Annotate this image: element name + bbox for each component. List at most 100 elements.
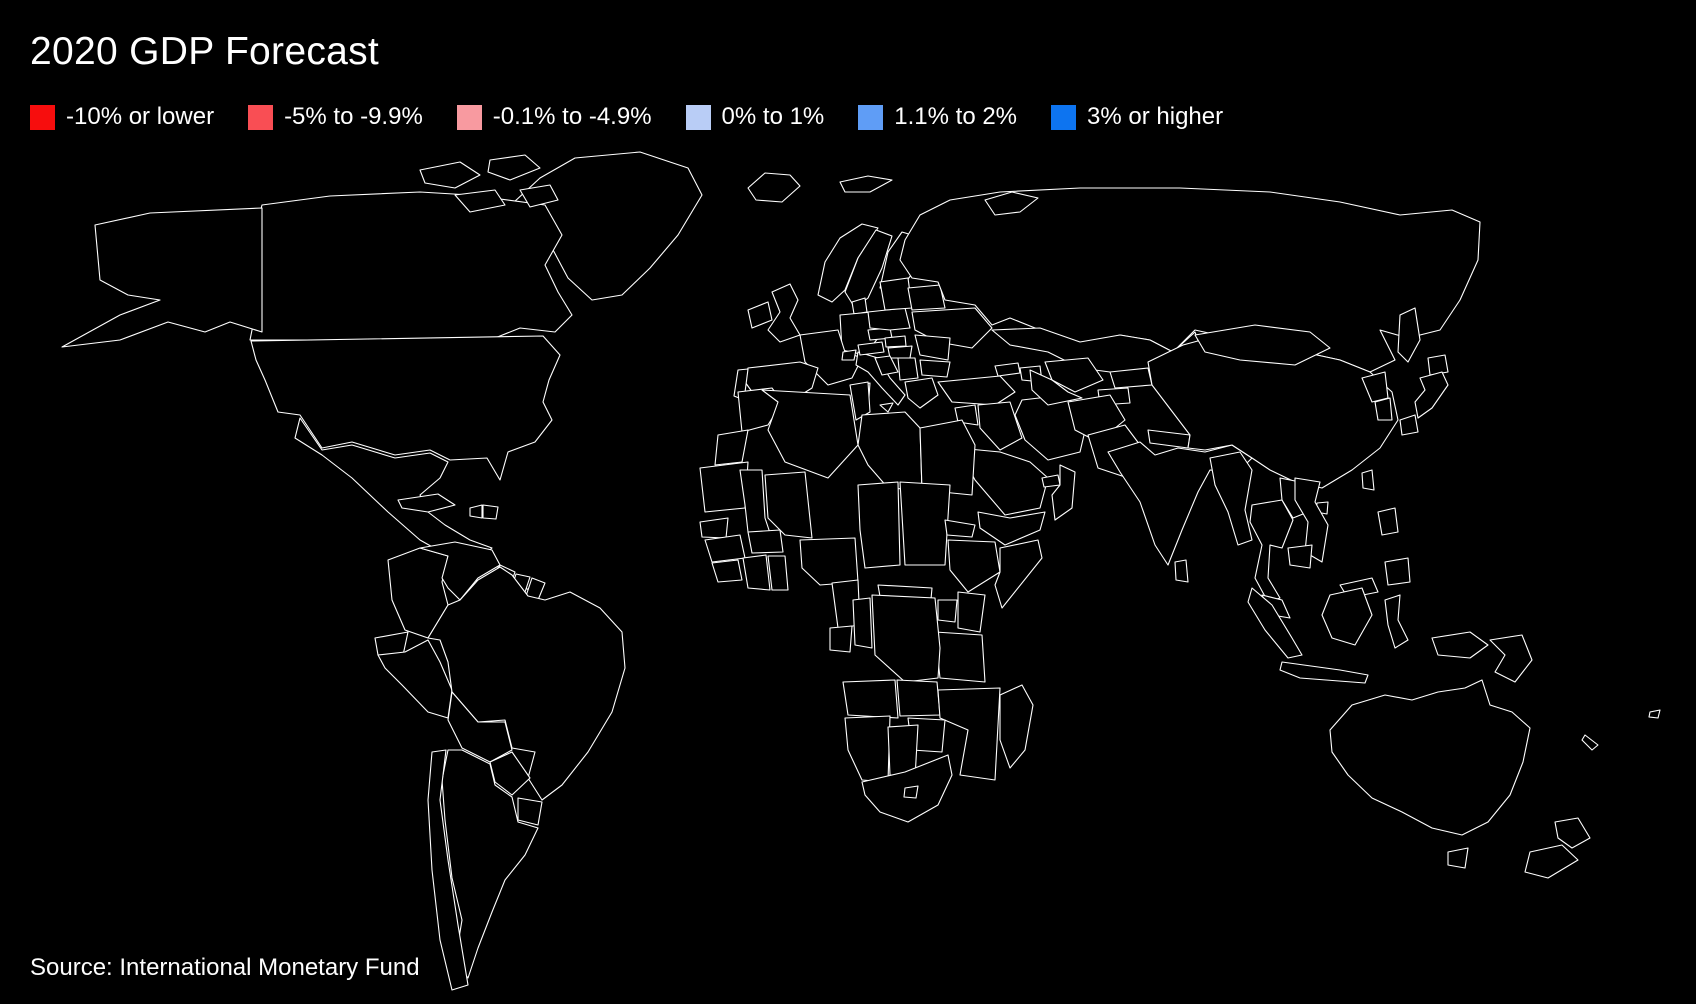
legend-item-0to1: 0% to 1% <box>685 103 825 131</box>
region-sri-lanka <box>1174 559 1189 583</box>
region-united-kingdom <box>767 283 801 343</box>
region-niger <box>764 471 813 539</box>
region-argentina <box>441 749 539 979</box>
legend-item-1to2: 1.1% to 2% <box>858 103 1017 131</box>
region-cuba <box>397 493 456 513</box>
legend-swatch-0to1 <box>685 104 711 130</box>
region-somalia <box>994 539 1043 609</box>
region-canada-arctic-2 <box>487 154 541 181</box>
region-eritrea <box>944 519 976 538</box>
region-new-caledonia <box>1581 734 1599 751</box>
region-bolivia <box>447 691 513 763</box>
legend-item-neg5: -5% to -9.9% <box>248 103 423 131</box>
region-libya <box>857 411 923 491</box>
region-indonesia-papua <box>1431 631 1489 659</box>
legend-item-neg10: -10% or lower <box>30 103 214 131</box>
page-title: 2020 GDP Forecast <box>30 30 380 73</box>
region-canada-arctic-3 <box>454 189 506 213</box>
region-iraq <box>977 401 1023 451</box>
region-new-zealand-north <box>1554 817 1591 849</box>
region-mongolia <box>1194 324 1331 366</box>
region-nigeria <box>799 537 859 586</box>
region-haiti <box>469 504 483 519</box>
region-madagascar <box>999 684 1034 769</box>
region-thailand <box>1249 499 1294 603</box>
region-new-zealand-south <box>1524 844 1579 879</box>
region-croatia <box>874 355 899 376</box>
region-gabon <box>829 625 853 653</box>
region-uzbekistan <box>1044 357 1104 393</box>
region-kenya <box>957 591 986 633</box>
legend-label-3plus: 3% or higher <box>1087 103 1224 130</box>
region-australia <box>1329 679 1531 836</box>
region-kyrgyzstan <box>1109 367 1153 389</box>
legend-label-1to2: 1.1% to 2% <box>894 103 1018 130</box>
region-lesotho <box>903 785 919 799</box>
legend-label-neg10: -10% or lower <box>66 103 215 130</box>
legend: -10% or lower -5% to -9.9% -0.1% to -4.9… <box>30 103 1223 131</box>
region-austria <box>857 341 885 356</box>
region-myanmar <box>1209 451 1253 546</box>
region-indonesia-sulawesi <box>1384 594 1409 649</box>
region-turkey <box>937 375 1016 406</box>
legend-item-neg0: -0.1% to -4.9% <box>456 103 652 131</box>
region-baltic-states <box>879 277 913 311</box>
legend-label-0to1: 0% to 1% <box>721 103 825 130</box>
region-belarus <box>907 284 946 311</box>
region-sudan <box>899 481 951 566</box>
source-note: Source: International Monetary Fund <box>30 954 420 981</box>
region-taiwan <box>1361 469 1375 491</box>
region-chile <box>427 749 469 991</box>
region-guinea <box>704 534 746 563</box>
region-greece <box>904 377 939 409</box>
legend-label-neg0: -0.1% to -4.9% <box>492 103 652 130</box>
region-mozambique <box>937 687 1001 781</box>
region-serbia <box>897 357 919 381</box>
region-switzerland <box>841 349 857 361</box>
region-venezuela <box>419 541 501 601</box>
region-indonesia-sumatra <box>1247 587 1303 659</box>
region-tasmania <box>1447 847 1469 869</box>
region-canada <box>247 191 573 341</box>
region-philippines-mindanao <box>1384 557 1411 586</box>
legend-swatch-neg0 <box>456 104 482 130</box>
region-canada-arctic-1 <box>419 161 481 189</box>
region-slovakia <box>884 335 907 348</box>
region-burkina-faso <box>747 529 784 554</box>
region-nepal <box>1147 429 1191 449</box>
region-algeria <box>761 389 859 479</box>
region-republic-of-congo <box>852 597 873 649</box>
region-italy-sicily <box>879 402 894 413</box>
region-mexico <box>294 417 493 561</box>
region-russia-sakhalin <box>1397 307 1421 363</box>
region-western-sahara <box>714 429 749 466</box>
region-papua-new-guinea <box>1489 634 1533 683</box>
region-namibia <box>844 715 891 783</box>
region-uganda <box>937 599 958 623</box>
region-iceland <box>747 172 801 203</box>
region-romania <box>914 334 951 361</box>
region-tanzania <box>934 631 986 683</box>
legend-swatch-3plus <box>1051 104 1077 130</box>
region-vietnam <box>1294 477 1329 563</box>
region-japan-honshu <box>1414 371 1449 419</box>
region-ivory-coast <box>742 554 771 591</box>
region-liberia <box>711 559 743 583</box>
region-tunisia <box>849 381 871 421</box>
region-dr-congo <box>871 594 941 683</box>
region-ireland <box>747 301 773 329</box>
region-south-korea <box>1374 397 1393 421</box>
region-indonesia-java <box>1279 661 1369 684</box>
legend-label-neg5: -5% to -9.9% <box>284 103 423 130</box>
region-philippines-luzon <box>1377 507 1399 536</box>
legend-swatch-neg10 <box>30 104 55 130</box>
region-russia-novaya-zemlya <box>984 191 1039 216</box>
region-senegal <box>699 517 729 539</box>
legend-swatch-neg5 <box>248 104 274 130</box>
legend-swatch-1to2 <box>858 104 884 130</box>
region-dominican-republic <box>482 504 499 520</box>
region-bulgaria <box>919 359 951 378</box>
region-chad <box>857 481 901 569</box>
